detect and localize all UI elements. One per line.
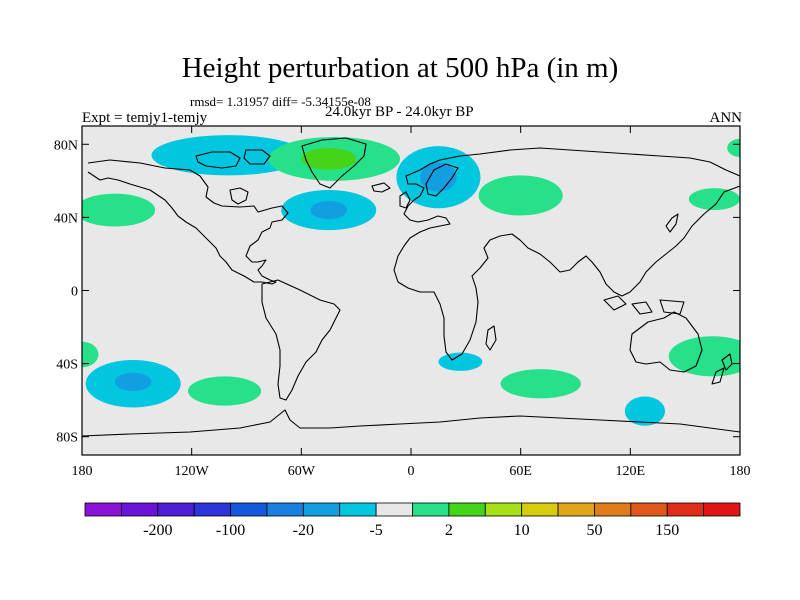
lat-tick-label: 40N — [54, 211, 78, 226]
coastlines — [82, 137, 740, 437]
lon-tick-label: 0 — [408, 464, 415, 479]
colorbar-box — [302, 502, 341, 517]
coastline-madagascar — [485, 325, 497, 351]
lat-tick-label: 80S — [56, 431, 78, 446]
australia-east-positive — [668, 336, 740, 377]
coastline-arctic-islands — [195, 149, 271, 169]
coastline-eurasia-africa — [393, 147, 740, 361]
greenland-positive-core — [301, 147, 357, 170]
south-pacific-negative-core — [114, 372, 152, 392]
coastline-japan — [665, 213, 679, 233]
coastline-britain — [399, 191, 411, 209]
colorbar-box — [448, 502, 486, 517]
colorbar-box — [666, 502, 705, 517]
colorbar-box — [412, 502, 450, 517]
colorbar-boxes — [84, 502, 741, 517]
colorbar-box — [339, 502, 377, 517]
plot-title: Height perturbation at 500 hPa (in m) — [181, 52, 619, 84]
colorbar-box — [630, 502, 668, 517]
colorbar-box — [193, 502, 231, 517]
colorbar-label: 150 — [655, 522, 679, 539]
kamchatka-positive — [688, 188, 740, 211]
coastline-scandinavia — [425, 163, 459, 197]
lon-tick-label: 180 — [730, 464, 751, 479]
coastline-indonesia — [603, 295, 685, 315]
lat-tick-label: 0 — [71, 285, 78, 300]
coastline-south-america — [261, 279, 341, 401]
colorbar-box — [84, 502, 122, 517]
season-label: ANN — [709, 110, 743, 126]
anomaly-contours — [82, 135, 740, 426]
colorbar-box — [230, 502, 268, 517]
lon-tick-label: 180 — [72, 464, 93, 479]
colorbar-labels: -200 -100 -20 -5 2 10 50 150 — [143, 522, 679, 539]
colorbar-label: 2 — [445, 522, 453, 539]
experiment-label: Expt = temjy1-temjy — [82, 110, 208, 126]
southeast-pacific-positive — [188, 376, 262, 406]
arctic-canada-negative — [151, 135, 305, 176]
siberia-positive — [478, 175, 563, 216]
colorbar-label: 10 — [514, 522, 530, 539]
colorbar-box — [157, 502, 195, 517]
colorbar-label: -100 — [216, 522, 245, 539]
lon-tick-label: 60E — [509, 464, 532, 479]
lat-tick-label: 40S — [56, 358, 78, 373]
colorbar-box — [557, 502, 595, 517]
map-axes: 80N 40N 0 40S 80S 180 120W 60W 0 60E 120E 180 — [54, 126, 751, 479]
west-edge-positive — [82, 341, 99, 368]
colorbar-label: -5 — [369, 522, 382, 539]
colorbar-label: -20 — [293, 522, 314, 539]
lon-tick-label: 120E — [616, 464, 646, 479]
colorbar-box — [703, 502, 741, 517]
colorbar-box — [266, 502, 304, 517]
antarctic-negative — [624, 396, 666, 426]
lon-tick-label: 60W — [288, 464, 316, 479]
colorbar-box — [484, 502, 523, 517]
colorbar-box — [521, 502, 559, 517]
coastline-iceland — [371, 182, 391, 193]
colorbar-label: 50 — [586, 522, 602, 539]
coastline-greenland — [301, 137, 367, 189]
coastline-new-zealand — [711, 353, 733, 385]
lat-tick-label: 80N — [54, 138, 78, 153]
colorbar-box — [594, 502, 632, 517]
coastline-australia — [629, 311, 703, 373]
scandinavia-negative-core — [420, 162, 457, 192]
north-pacific-positive — [82, 193, 156, 227]
arctic-edge-positive — [727, 138, 740, 158]
coastline-hudson-bay — [229, 187, 249, 205]
lon-tick-label: 120W — [175, 464, 210, 479]
colorbar-label: -200 — [143, 522, 172, 539]
period-label: 24.0kyr BP - 24.0kyr BP — [325, 104, 474, 120]
colorbar-box — [375, 502, 413, 517]
coastline-north-america — [87, 159, 289, 285]
colorbar-box — [120, 502, 159, 517]
coastline-antarctica — [82, 409, 740, 437]
southern-ocean-positive — [500, 369, 581, 399]
rmsd-stats: rmsd= 1.31957 diff= -5.34155e-08 — [190, 94, 371, 109]
north-atlantic-negative-core — [310, 200, 348, 220]
